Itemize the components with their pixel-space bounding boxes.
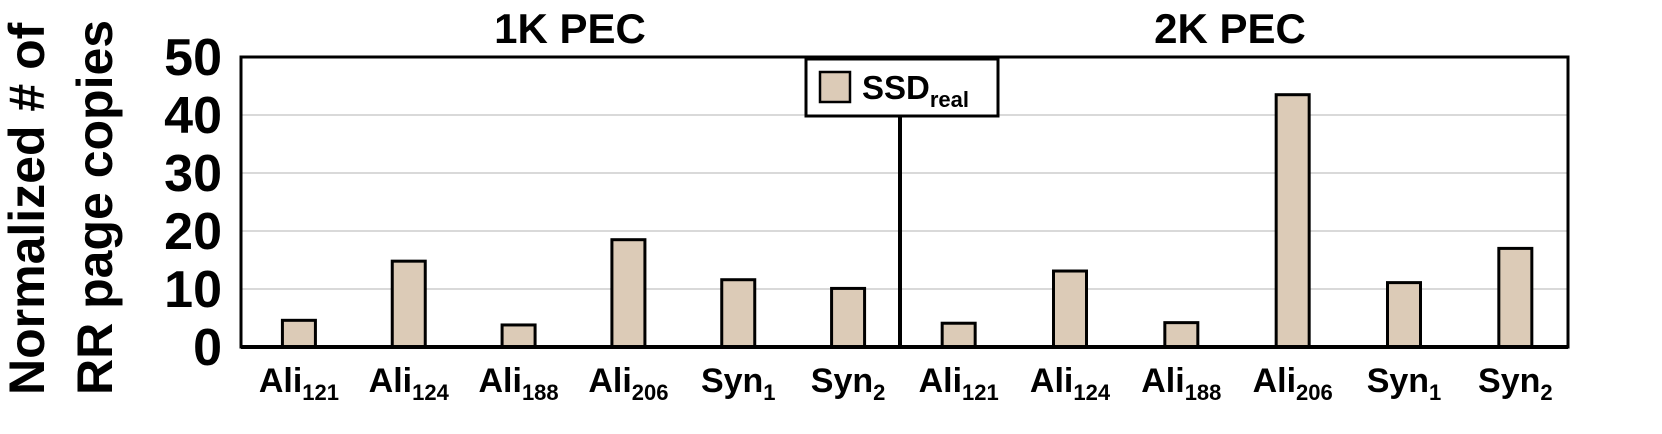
x-tick-label: Syn1 — [1367, 362, 1442, 405]
bar — [1274, 93, 1311, 349]
legend-label: SSDreal — [862, 69, 969, 112]
x-tick-label: Ali121 — [919, 362, 999, 405]
legend-label-sub: real — [930, 87, 969, 112]
x-tick-label: Syn1 — [701, 362, 776, 405]
x-tick-label: Ali124 — [369, 362, 450, 405]
x-tick-label: Ali188 — [478, 362, 558, 405]
bar — [1497, 246, 1534, 349]
bar — [280, 318, 317, 349]
bar — [940, 321, 977, 349]
bar — [1163, 321, 1200, 349]
x-tick-label: Ali188 — [1141, 362, 1221, 405]
y-tick-label: 50 — [164, 29, 222, 87]
bar — [1386, 281, 1422, 349]
y-axis-title-line-1: Normalized # of — [0, 22, 55, 395]
x-tick-labels: Ali121 Ali124 Ali188 Ali206 Syn1 Syn2 Ali121 Al… — [259, 362, 1553, 405]
bar — [610, 238, 647, 349]
x-tick-label: Ali206 — [588, 362, 668, 405]
panel-title-1k-pec: 1K PEC — [494, 5, 646, 52]
legend: SSDreal — [804, 57, 1000, 118]
y-tick-label: 20 — [164, 203, 222, 261]
y-tick-label: 40 — [164, 87, 222, 145]
bar — [390, 259, 427, 349]
x-tick-label: Ali124 — [1030, 362, 1111, 405]
legend-label-base: SSD — [862, 69, 930, 106]
bar — [500, 323, 537, 349]
x-tick-label: Ali206 — [1253, 362, 1333, 405]
x-tick-label: Syn2 — [1478, 362, 1553, 405]
bar — [830, 286, 867, 349]
bar — [720, 278, 757, 349]
legend-swatch — [818, 70, 852, 104]
panel-title-2k-pec: 2K PEC — [1154, 5, 1306, 52]
y-tick-label: 10 — [164, 261, 222, 319]
y-axis-title-line-2: RR page copies — [67, 20, 123, 395]
y-axis-title: Normalized # of RR page copies — [0, 20, 123, 395]
bar — [1052, 269, 1088, 349]
y-tick-label: 0 — [193, 319, 222, 377]
grid-lines — [241, 114, 1568, 290]
bars — [280, 93, 1534, 349]
x-tick-label: Syn2 — [811, 362, 886, 405]
x-tick-label: Ali121 — [259, 362, 339, 405]
y-tick-label: 30 — [164, 145, 222, 203]
